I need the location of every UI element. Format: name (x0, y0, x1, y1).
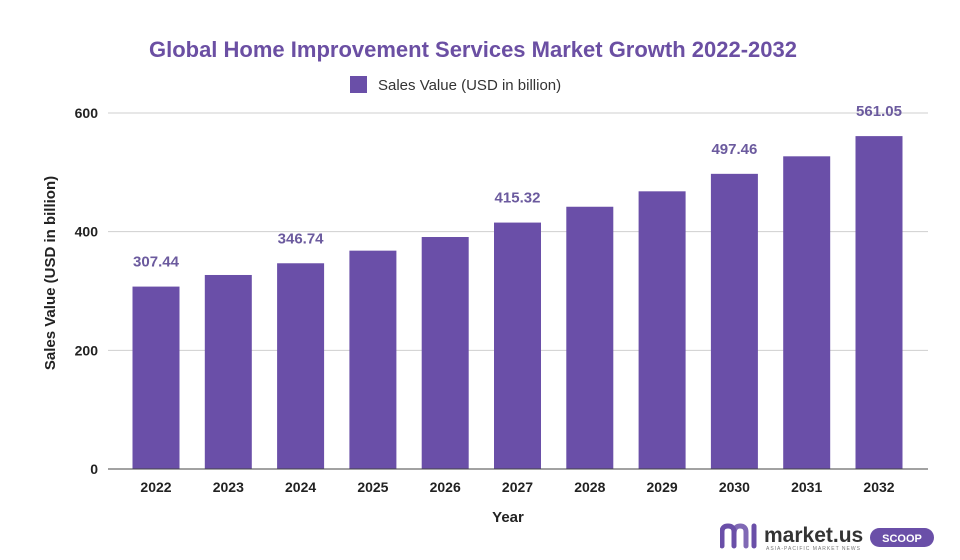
data-label-2030: 497.46 (711, 141, 757, 158)
bar-2025 (349, 250, 397, 469)
legend: Sales Value (USD in billion) (350, 76, 561, 94)
x-axis-title: Year (492, 509, 524, 526)
data-label-2022: 307.44 (133, 254, 180, 271)
x-tick-label: 2029 (647, 479, 678, 495)
bar-2028 (566, 206, 614, 469)
y-axis-title: Sales Value (USD in billion) (42, 176, 59, 370)
x-tick-label: 2026 (430, 479, 461, 495)
data-label-2024: 346.74 (278, 230, 325, 247)
x-tick-label: 2023 (213, 479, 244, 495)
bar-2032 (855, 136, 903, 469)
data-label-2027: 415.32 (495, 190, 541, 207)
x-tick-label: 2031 (791, 479, 822, 495)
bar-2029 (638, 191, 686, 469)
y-tick-label: 400 (75, 224, 99, 240)
y-tick-label: 200 (75, 342, 99, 358)
scoop-badge (870, 528, 934, 547)
bar-2026 (421, 237, 469, 469)
x-tick-label: 2022 (140, 479, 171, 495)
x-tick-label: 2028 (574, 479, 605, 495)
y-tick-label: 600 (75, 105, 99, 121)
x-tick-label: 2025 (357, 479, 388, 495)
scoop-badge-label: SCOOP (882, 533, 922, 545)
logo-mark-icon (720, 523, 757, 549)
legend-swatch (350, 76, 367, 93)
legend-label: Sales Value (USD in billion) (378, 77, 561, 94)
bar-2023 (204, 274, 252, 469)
x-tick-label: 2027 (502, 479, 533, 495)
logo-wordmark: market.us (764, 524, 863, 547)
bar-2031 (783, 156, 831, 469)
bar-2027 (494, 222, 541, 469)
x-tick-label: 2030 (719, 479, 750, 495)
bar-2024 (277, 263, 325, 469)
x-tick-label: 2024 (285, 479, 316, 495)
x-tick-label: 2032 (863, 479, 894, 495)
chart-title: Global Home Improvement Services Market … (149, 37, 797, 62)
bar-2022 (132, 286, 180, 469)
market-us-logo: market.us ASIA-PACIFIC MARKET NEWS SCOOP (720, 523, 934, 552)
logo-tagline: ASIA-PACIFIC MARKET NEWS (766, 546, 861, 552)
bar-2030 (710, 173, 758, 469)
y-tick-label: 0 (90, 461, 98, 477)
data-label-2032: 561.05 (856, 103, 902, 120)
